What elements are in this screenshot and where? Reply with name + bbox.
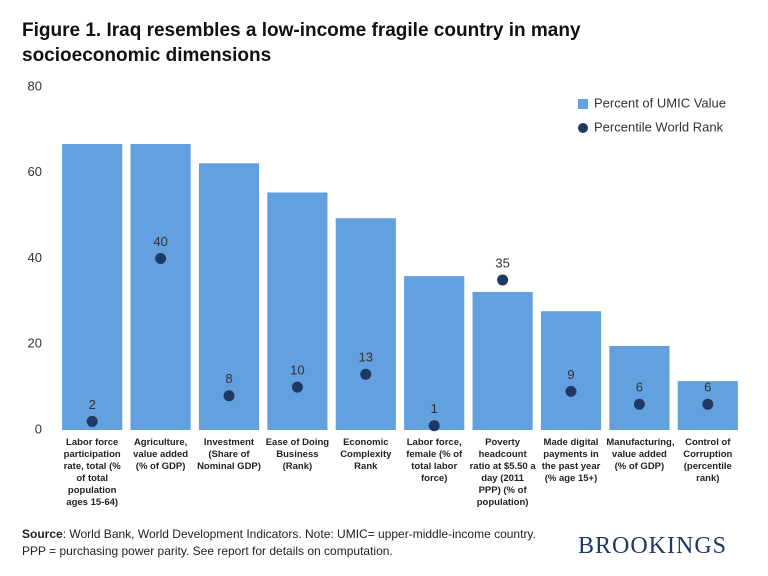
data-label: 40 [153, 234, 167, 249]
x-tick-label: Labor force, female (% of total labor fo… [406, 437, 463, 484]
data-label: 10 [290, 363, 304, 378]
x-tick-label: Made digital payments in the past year (… [541, 437, 601, 484]
dot [702, 398, 714, 410]
x-tick-label: Ease of Doing Business (Rank) [265, 437, 330, 472]
x-tick-label: Manufacturing, value added (% of GDP) [606, 437, 675, 472]
y-tick-label: 80 [28, 78, 42, 93]
y-tick-label: 60 [28, 164, 42, 179]
bar [267, 192, 328, 430]
x-tick-label: Investment (Share of Nominal GDP) [197, 437, 261, 472]
bar [472, 291, 533, 430]
bar [130, 144, 191, 430]
bar [609, 345, 670, 430]
bar [335, 218, 396, 430]
y-tick-label: 20 [28, 336, 42, 351]
bar [62, 144, 123, 430]
data-label: 9 [567, 367, 574, 382]
source-text: : World Bank, World Development Indicato… [22, 527, 536, 558]
dot [223, 390, 235, 402]
chart-title: Figure 1. Iraq resembles a low-income fr… [22, 20, 581, 66]
y-tick-label: 0 [35, 421, 42, 436]
x-tick-label: Labor force participation rate, total (%… [63, 437, 121, 508]
data-label: 13 [359, 350, 373, 365]
legend-swatch [578, 123, 588, 133]
dot [155, 253, 167, 264]
dot [428, 420, 440, 432]
data-label: 6 [704, 380, 711, 395]
dot [86, 415, 98, 427]
x-tick-label: Economic Complexity Rank [340, 437, 392, 472]
x-tick-label: Control of Corruption (percentile rank) [683, 437, 733, 484]
source-note: Source: World Bank, World Development In… [22, 526, 542, 560]
x-tick-label: Poverty headcount ratio at $5.50 a day (… [469, 437, 536, 508]
y-tick-label: 40 [28, 250, 42, 265]
source-label: Source [22, 527, 63, 541]
data-label: 1 [431, 401, 438, 416]
bar [540, 311, 602, 430]
bar [198, 163, 260, 430]
data-label: 35 [495, 255, 509, 270]
dot [633, 398, 645, 410]
legend-swatch [578, 99, 588, 109]
dot [565, 385, 577, 397]
dot [291, 381, 303, 393]
bar [404, 276, 465, 430]
data-label: 8 [225, 371, 232, 386]
data-label: 6 [636, 380, 643, 395]
legend-label: Percent of UMIC Value [594, 95, 726, 110]
x-tick-label: Agriculture, value added (% of GDP) [133, 437, 189, 472]
logo: BROOKINGS [578, 533, 728, 559]
legend-label: Percentile World Rank [594, 119, 724, 134]
dot [360, 368, 372, 380]
dot [497, 274, 509, 286]
data-label: 2 [89, 397, 96, 412]
